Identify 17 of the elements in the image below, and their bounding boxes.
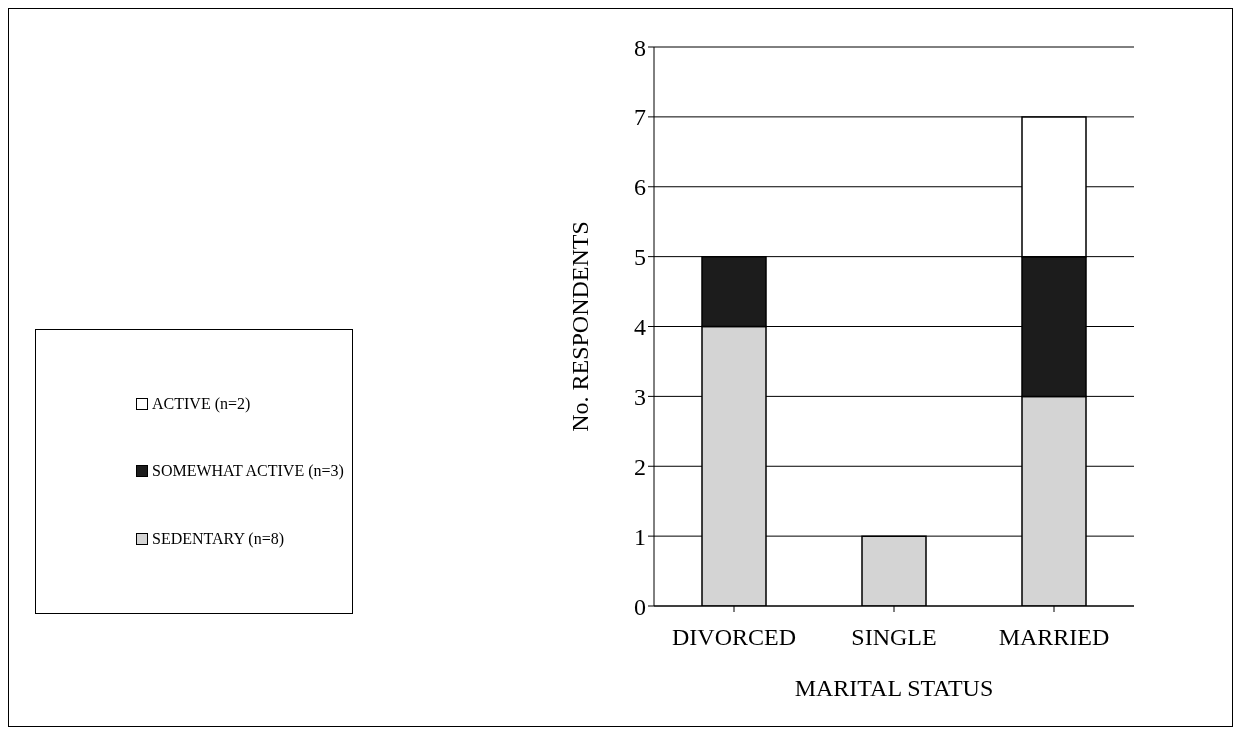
x-axis-title: MARITAL STATUS (794, 675, 994, 701)
y-tick-label: 2 (634, 453, 646, 480)
y-tick-label: 3 (634, 383, 646, 410)
x-tick-label: MARRIED (998, 624, 1110, 651)
y-tick-label: 8 (634, 34, 646, 61)
y-axis-title: No. RESPONDENTS (566, 221, 593, 432)
y-tick-label: 5 (634, 244, 646, 271)
y-tick-label: 6 (634, 174, 646, 201)
x-tick-label: SINGLE (851, 624, 937, 651)
y-tick-label: 4 (634, 314, 646, 341)
legend-label: ACTIVE (n=2) (152, 394, 251, 413)
x-tick-label: DIVORCED (672, 624, 796, 651)
y-tick-label: 1 (634, 523, 646, 550)
legend-label: SEDENTARY (n=8) (152, 530, 285, 549)
y-tick-label: 0 (634, 593, 646, 620)
y-tick-label: 7 (634, 104, 646, 131)
legend-label: SOMEWHAT ACTIVE (n=3) (152, 462, 344, 481)
